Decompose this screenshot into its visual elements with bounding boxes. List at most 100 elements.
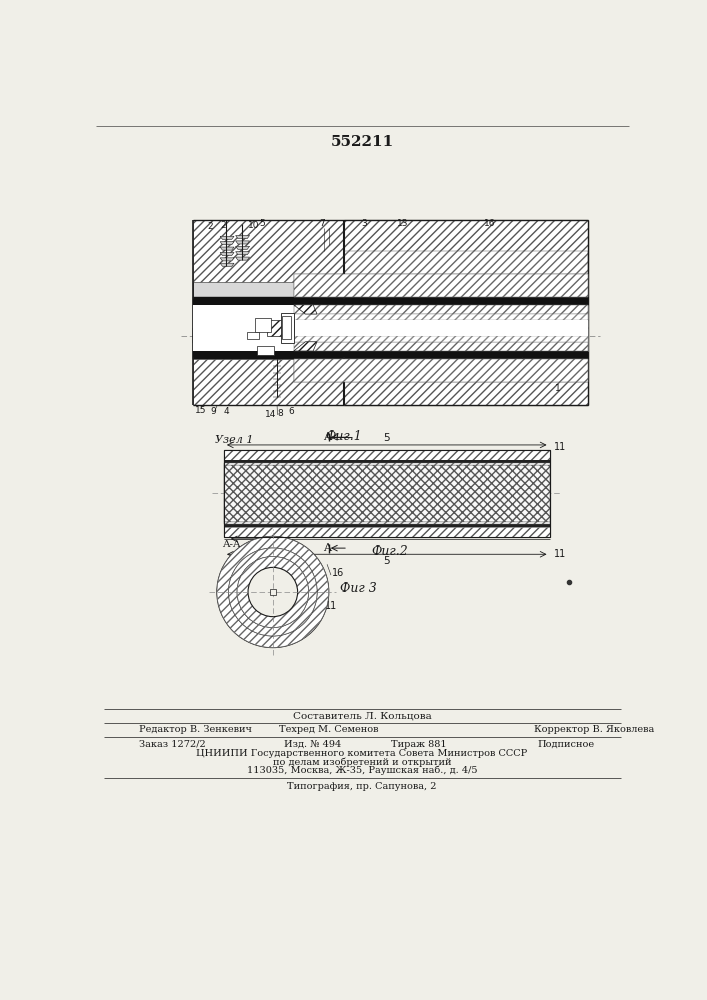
Bar <box>257 346 274 355</box>
Bar <box>193 351 588 357</box>
Bar <box>282 316 291 339</box>
Polygon shape <box>293 336 588 342</box>
Text: 6: 6 <box>288 407 294 416</box>
Polygon shape <box>344 376 588 405</box>
Text: 113035, Москва, Ж-35, Раушская наб., д. 4/5: 113035, Москва, Ж-35, Раушская наб., д. … <box>247 766 477 775</box>
Polygon shape <box>235 257 250 260</box>
Bar <box>193 282 344 359</box>
Polygon shape <box>224 527 549 537</box>
Text: 5: 5 <box>383 433 390 443</box>
Circle shape <box>237 557 308 627</box>
Polygon shape <box>193 359 344 405</box>
Polygon shape <box>235 246 250 249</box>
Bar <box>293 320 588 336</box>
Polygon shape <box>235 235 250 239</box>
Bar <box>270 589 276 595</box>
Circle shape <box>217 537 329 647</box>
Bar <box>193 328 344 343</box>
Bar <box>224 450 549 537</box>
Bar <box>344 305 588 368</box>
Bar <box>429 303 522 369</box>
Text: 10: 10 <box>248 221 259 230</box>
Polygon shape <box>224 522 549 524</box>
Text: Тираж 881: Тираж 881 <box>391 740 446 749</box>
Text: Техред М. Семенов: Техред М. Семенов <box>279 725 378 734</box>
Polygon shape <box>220 236 234 239</box>
Text: Составитель Л. Кольцова: Составитель Л. Кольцова <box>293 711 431 720</box>
Polygon shape <box>193 220 344 282</box>
Bar <box>344 305 588 306</box>
Bar <box>193 351 588 359</box>
Text: 11: 11 <box>554 442 566 452</box>
Polygon shape <box>235 241 250 244</box>
Bar <box>344 368 588 376</box>
Text: 14: 14 <box>265 410 276 419</box>
Text: 552211: 552211 <box>330 135 394 149</box>
Polygon shape <box>344 251 588 297</box>
Text: 11: 11 <box>325 601 337 611</box>
Polygon shape <box>220 247 234 250</box>
Polygon shape <box>293 305 317 314</box>
Polygon shape <box>220 263 234 266</box>
Text: 11: 11 <box>554 549 566 559</box>
Polygon shape <box>220 252 234 256</box>
Polygon shape <box>220 242 234 245</box>
Polygon shape <box>281 312 293 343</box>
Polygon shape <box>293 359 588 382</box>
Polygon shape <box>293 342 588 351</box>
Text: 5: 5 <box>383 556 390 566</box>
Bar <box>224 524 549 527</box>
Bar <box>193 316 588 340</box>
Polygon shape <box>293 305 588 351</box>
Text: 4: 4 <box>224 407 230 416</box>
Polygon shape <box>293 305 588 314</box>
Polygon shape <box>224 463 549 465</box>
Text: 16: 16 <box>332 568 344 578</box>
Bar <box>255 318 271 332</box>
Text: 9: 9 <box>211 407 216 416</box>
Polygon shape <box>293 282 344 305</box>
Text: 15: 15 <box>195 406 207 415</box>
Text: 1: 1 <box>555 384 561 393</box>
Polygon shape <box>293 305 344 359</box>
Text: Корректор В. Яковлева: Корректор В. Яковлева <box>534 725 654 734</box>
Polygon shape <box>224 465 549 522</box>
Text: 2: 2 <box>207 222 213 231</box>
Text: Узел 1: Узел 1 <box>215 435 253 445</box>
Text: Изд. № 494: Изд. № 494 <box>284 740 341 749</box>
Bar <box>344 297 588 305</box>
Text: 16: 16 <box>484 219 495 228</box>
Polygon shape <box>293 359 588 382</box>
Polygon shape <box>224 450 549 460</box>
Polygon shape <box>344 220 588 251</box>
Text: Фиг 3: Фиг 3 <box>340 582 377 595</box>
Polygon shape <box>293 342 317 351</box>
Polygon shape <box>293 274 588 297</box>
Polygon shape <box>293 274 588 297</box>
Bar <box>193 305 588 351</box>
Text: 2: 2 <box>220 221 226 230</box>
Text: по делам изобретений и открытий: по делам изобретений и открытий <box>273 757 451 767</box>
Polygon shape <box>267 320 293 336</box>
Bar <box>193 297 588 305</box>
Text: ЦНИИПИ Государственного комитета Совета Министров СССР: ЦНИИПИ Государственного комитета Совета … <box>197 749 527 758</box>
Text: Фиг.1: Фиг.1 <box>326 430 363 443</box>
Bar <box>247 332 259 339</box>
Text: Редактор В. Зенкевич: Редактор В. Зенкевич <box>139 725 252 734</box>
Circle shape <box>228 548 317 636</box>
Bar <box>224 450 549 537</box>
Circle shape <box>217 537 329 647</box>
Text: 7: 7 <box>320 219 325 228</box>
Circle shape <box>248 567 298 617</box>
Text: 5: 5 <box>259 219 264 228</box>
Bar <box>193 312 588 343</box>
Polygon shape <box>344 305 588 376</box>
Circle shape <box>237 557 308 627</box>
Text: 8: 8 <box>277 409 284 418</box>
Text: Заказ 1272/2: Заказ 1272/2 <box>139 740 206 749</box>
Polygon shape <box>220 258 234 261</box>
Text: A: A <box>323 432 331 442</box>
Bar <box>193 305 588 351</box>
Text: Типография, пр. Сапунова, 2: Типография, пр. Сапунова, 2 <box>287 782 437 791</box>
Text: 3: 3 <box>281 635 288 645</box>
